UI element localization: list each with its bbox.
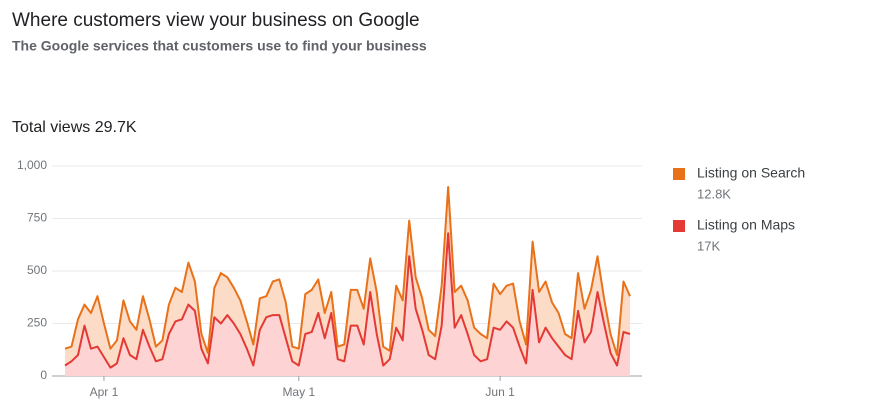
- x-tick-label: May 1: [282, 385, 315, 399]
- legend-swatch: [673, 168, 685, 180]
- legend-label: Listing on Search: [697, 165, 805, 181]
- legend-label: Listing on Maps: [697, 217, 795, 233]
- y-tick-label: 750: [27, 211, 47, 225]
- title: Where customers view your business on Go…: [12, 10, 420, 31]
- line: [64, 232, 631, 369]
- line: [64, 186, 631, 356]
- legend-total: 12.8K: [697, 186, 731, 201]
- y-tick-label: 500: [27, 263, 47, 277]
- subtitle: The Google services that customers use t…: [12, 38, 427, 54]
- x-tick-label: Jun 1: [485, 385, 515, 399]
- total-label: Total views: [12, 119, 90, 136]
- y-tick-label: 250: [27, 316, 47, 330]
- y-tick-label: 0: [40, 368, 47, 382]
- legend-swatch: [673, 220, 685, 232]
- total-views: Total views 29.7K: [12, 119, 137, 136]
- area: [65, 187, 630, 368]
- total-value: 29.7K: [95, 119, 137, 136]
- y-tick-label: 1,000: [17, 158, 47, 172]
- legend-total: 17K: [697, 238, 720, 253]
- x-tick-label: Apr 1: [90, 385, 119, 399]
